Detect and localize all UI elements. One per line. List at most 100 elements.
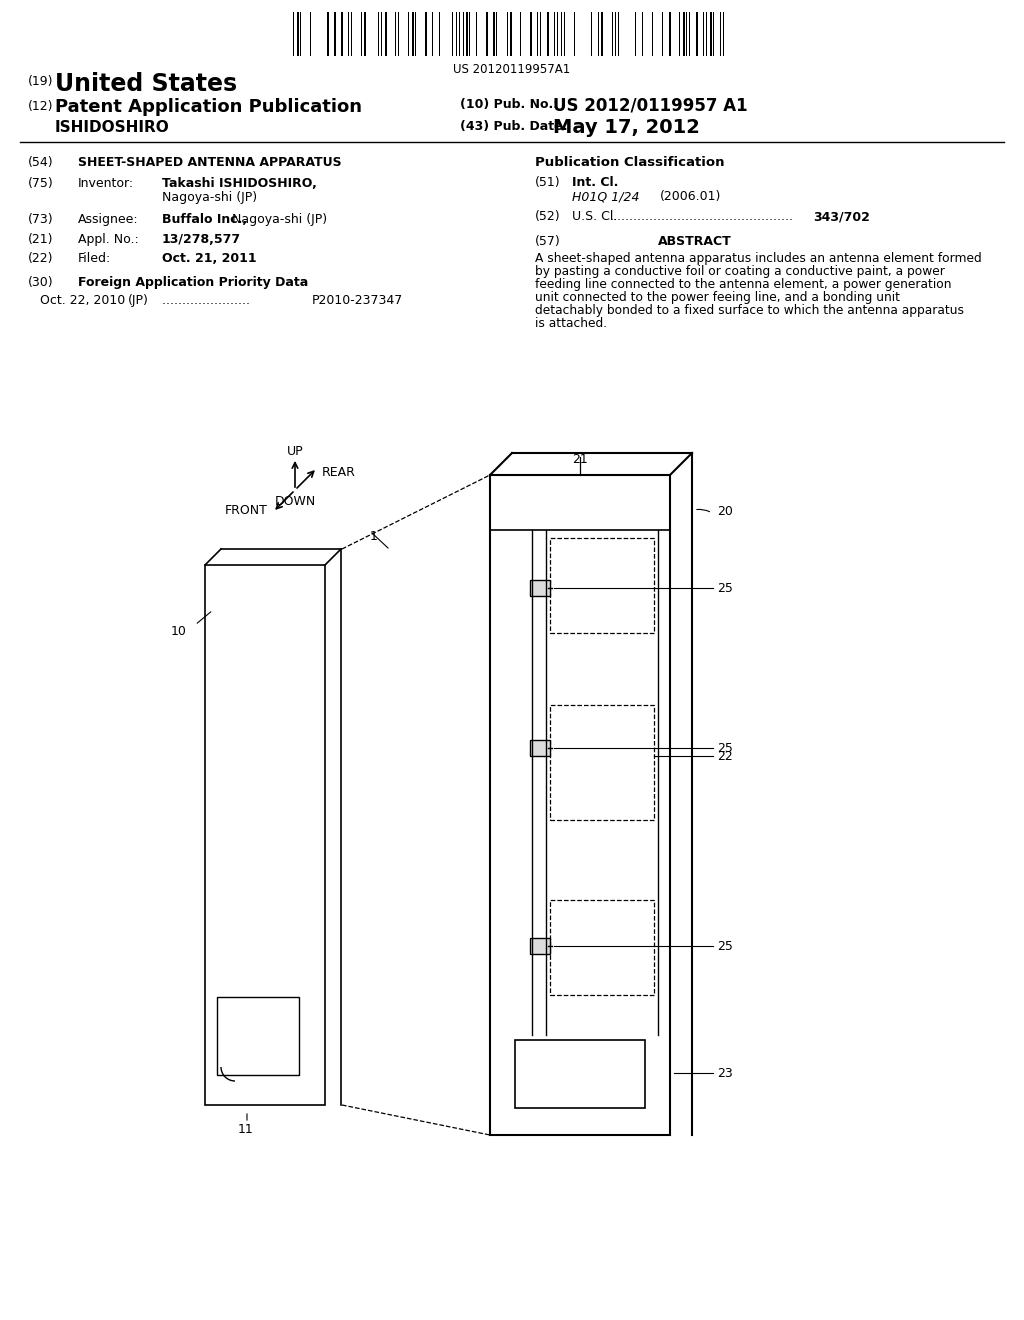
Text: FRONT: FRONT [225,504,268,517]
Text: Oct. 21, 2011: Oct. 21, 2011 [162,252,257,265]
Text: 1: 1 [370,531,378,543]
Bar [490,475,670,531]
Text: 25: 25 [717,940,733,953]
Text: U.S. Cl.: U.S. Cl. [572,210,617,223]
Text: feeding line connected to the antenna element, a power generation: feeding line connected to the antenna el… [535,279,951,290]
Text: (19): (19) [28,75,53,88]
Text: UP: UP [287,445,303,458]
Bar [618,12,620,55]
Text: (51): (51) [535,176,560,189]
Text: Int. Cl.: Int. Cl. [572,176,618,189]
Text: 21: 21 [572,453,588,466]
Text: Filed:: Filed: [78,252,112,265]
Bar [723,12,724,55]
Bar [486,12,487,55]
Bar [328,12,329,55]
Bar [550,539,654,634]
Bar [205,565,325,1105]
Bar [515,1040,645,1107]
Bar [615,12,616,55]
Bar [591,12,592,55]
Text: (75): (75) [28,177,53,190]
Text: DOWN: DOWN [274,495,315,508]
Bar [510,12,512,55]
Bar [601,12,603,55]
Text: Foreign Application Priority Data: Foreign Application Priority Data [78,276,308,289]
Bar [476,12,477,55]
Bar [530,579,550,597]
Bar [689,12,690,55]
Bar [347,12,348,55]
Text: 343/702: 343/702 [813,210,870,223]
Text: Publication Classification: Publication Classification [535,156,725,169]
Bar [494,12,495,55]
Bar [385,12,387,55]
Bar [696,12,698,55]
Text: (73): (73) [28,213,53,226]
Bar [395,12,396,55]
Text: A sheet-shaped antenna apparatus includes an antenna element formed: A sheet-shaped antenna apparatus include… [535,252,982,265]
Bar [463,12,464,55]
Bar [530,741,550,756]
Bar [683,12,685,55]
Text: US 20120119957A1: US 20120119957A1 [454,63,570,77]
Text: 11: 11 [239,1123,254,1137]
Bar [334,12,336,55]
Text: Takashi ISHIDOSHIRO,: Takashi ISHIDOSHIRO, [162,177,316,190]
Bar [365,12,366,55]
Bar [652,12,653,55]
Text: Inventor:: Inventor: [78,177,134,190]
Text: United States: United States [55,73,238,96]
Text: Appl. No.:: Appl. No.: [78,234,138,246]
Bar [550,900,654,995]
Bar [669,12,671,55]
Text: (30): (30) [28,276,53,289]
Text: 22: 22 [717,750,733,763]
Bar [381,12,382,55]
Text: Patent Application Publication: Patent Application Publication [55,98,362,116]
Text: P2010-237347: P2010-237347 [312,294,403,308]
Bar [341,12,343,55]
Text: Nagoya-shi (JP): Nagoya-shi (JP) [228,213,327,226]
Bar [412,12,414,55]
Bar [537,12,539,55]
Bar [710,12,712,55]
Bar [425,12,427,55]
Bar [490,475,670,1135]
Bar [720,12,721,55]
Bar [702,12,703,55]
Text: 23: 23 [717,1067,733,1080]
Bar [297,12,299,55]
Bar [611,12,613,55]
Text: H01Q 1/24: H01Q 1/24 [572,190,640,203]
Text: by pasting a conductive foil or coating a conductive paint, a power: by pasting a conductive foil or coating … [535,265,945,279]
Text: unit connected to the power feeing line, and a bonding unit: unit connected to the power feeing line,… [535,290,900,304]
Bar [530,12,531,55]
Text: (43) Pub. Date:: (43) Pub. Date: [460,120,567,133]
Text: 25: 25 [717,742,733,755]
Text: Nagoya-shi (JP): Nagoya-shi (JP) [162,191,257,205]
Text: (22): (22) [28,252,53,265]
Bar [550,705,654,820]
Text: (JP): (JP) [128,294,148,308]
Bar [547,12,549,55]
Text: detachably bonded to a fixed surface to which the antenna apparatus: detachably bonded to a fixed surface to … [535,304,964,317]
Bar [554,12,555,55]
Text: ......................: ...................... [158,294,254,308]
Bar [310,12,311,55]
Text: Oct. 22, 2010: Oct. 22, 2010 [40,294,125,308]
Text: Buffalo Inc.,: Buffalo Inc., [162,213,247,226]
Text: (52): (52) [535,210,560,223]
Text: 10: 10 [171,624,187,638]
Text: REAR: REAR [322,466,356,479]
Text: Assignee:: Assignee: [78,213,138,226]
Bar [217,997,299,1074]
Bar [507,12,508,55]
Text: (57): (57) [535,235,561,248]
Text: (2006.01): (2006.01) [660,190,721,203]
Text: 20: 20 [717,506,733,517]
Text: May 17, 2012: May 17, 2012 [553,117,699,137]
Bar [466,12,468,55]
Text: ABSTRACT: ABSTRACT [658,235,732,248]
Text: ..............................................: ........................................… [610,210,794,223]
